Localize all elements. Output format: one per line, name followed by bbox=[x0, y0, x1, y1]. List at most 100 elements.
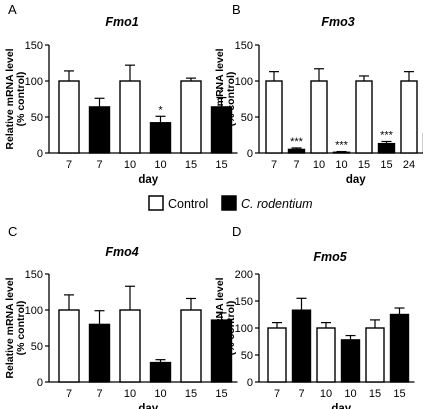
y-axis-label-units: (% control) bbox=[225, 72, 237, 127]
bar-control bbox=[365, 327, 385, 383]
y-tick-label: 100 bbox=[235, 323, 253, 335]
bar-infected bbox=[88, 323, 111, 383]
y-tick-label: 100 bbox=[25, 305, 43, 317]
legend-swatch-infected bbox=[221, 195, 237, 211]
bar-infected bbox=[291, 309, 312, 383]
bar-infected bbox=[88, 106, 111, 154]
x-tick-label: 24 bbox=[403, 159, 415, 171]
legend-label-infected: C. rodentium bbox=[241, 197, 313, 211]
significance-label: *** bbox=[380, 129, 394, 141]
panel-d: D Fmo5 0 50 100 150 200 Relative mRNA level (% c… bbox=[214, 224, 415, 409]
panel-b: B Fmo3 0 50 100 150 Relative mRNA level (% cont… bbox=[214, 2, 423, 186]
panel-letter: A bbox=[8, 2, 17, 17]
legend-swatch-control bbox=[148, 195, 164, 211]
bar-infected bbox=[210, 106, 233, 154]
significance-label: * bbox=[219, 86, 224, 98]
x-tick-label: 10 bbox=[335, 159, 347, 171]
y-tick-label: 50 bbox=[31, 341, 43, 353]
y-tick-label: 0 bbox=[37, 377, 43, 389]
x-tick-label: 7 bbox=[96, 159, 102, 171]
y-tick-label: 50 bbox=[241, 350, 253, 362]
panel-letter: C bbox=[8, 224, 17, 239]
significance-label: * bbox=[158, 104, 163, 116]
y-tick-label: 0 bbox=[37, 148, 43, 160]
x-axis-label: day bbox=[138, 403, 158, 409]
bar-control bbox=[316, 327, 336, 383]
bar-infected bbox=[287, 148, 306, 154]
y-axis-label: Relative mRNA level bbox=[4, 277, 16, 378]
x-tick-label: 10 bbox=[154, 159, 166, 171]
y-tick-label: 200 bbox=[235, 269, 253, 281]
significance-label: *** bbox=[335, 140, 349, 152]
chart-title: Fmo1 bbox=[105, 15, 138, 29]
x-tick-label: 15 bbox=[215, 159, 227, 171]
x-tick-label: 7 bbox=[293, 159, 299, 171]
significance-label: *** bbox=[290, 136, 304, 148]
x-tick-label: 15 bbox=[380, 159, 392, 171]
bar-infected bbox=[340, 339, 361, 383]
x-tick-label: 7 bbox=[66, 388, 72, 400]
x-tick-label: 10 bbox=[124, 388, 136, 400]
bar-control bbox=[400, 80, 418, 154]
bar-control bbox=[119, 80, 141, 154]
x-tick-label: 7 bbox=[271, 159, 277, 171]
x-tick-label: 10 bbox=[124, 159, 136, 171]
bar-control bbox=[355, 80, 373, 154]
y-tick-label: 50 bbox=[241, 112, 253, 124]
y-tick-label: 100 bbox=[235, 76, 253, 88]
x-tick-label: 10 bbox=[320, 388, 332, 400]
bar-infected bbox=[389, 313, 410, 383]
bar-control bbox=[310, 80, 328, 154]
legend: Control C. rodentium bbox=[148, 195, 313, 211]
y-tick-label: 50 bbox=[31, 112, 43, 124]
chart-title: Fmo3 bbox=[321, 15, 354, 29]
x-tick-label: 10 bbox=[344, 388, 356, 400]
y-tick-label: 0 bbox=[247, 377, 253, 389]
chart-title: Fmo5 bbox=[313, 250, 347, 264]
y-tick-label: 150 bbox=[235, 40, 253, 52]
x-tick-label: 15 bbox=[369, 388, 381, 400]
x-axis-label: day bbox=[331, 403, 351, 409]
y-tick-label: 100 bbox=[25, 76, 43, 88]
panel-letter: B bbox=[232, 2, 241, 17]
x-tick-label: 15 bbox=[393, 388, 405, 400]
bar-control bbox=[265, 80, 283, 154]
bar-infected bbox=[332, 151, 351, 154]
x-tick-label: 15 bbox=[185, 159, 197, 171]
bar-infected bbox=[210, 319, 233, 383]
panel-letter: D bbox=[232, 224, 241, 239]
y-tick-label: 150 bbox=[25, 269, 43, 281]
bar-control bbox=[180, 309, 202, 383]
bar-control bbox=[58, 309, 80, 383]
x-tick-label: 15 bbox=[185, 388, 197, 400]
x-tick-label: 15 bbox=[358, 159, 370, 171]
x-tick-label: 7 bbox=[274, 388, 280, 400]
y-axis-label: Relative mRNA level bbox=[214, 277, 226, 378]
legend-label-control: Control bbox=[168, 197, 208, 211]
bar-infected bbox=[377, 142, 396, 154]
y-axis-label-units: (% control) bbox=[15, 301, 27, 356]
bar-control bbox=[58, 80, 80, 154]
bar-control bbox=[119, 309, 141, 383]
y-axis-label-units: (% control) bbox=[15, 72, 27, 127]
y-axis-label: Relative mRNA level bbox=[4, 48, 16, 149]
y-axis-label-units: (% control) bbox=[225, 301, 237, 356]
x-tick-label: 10 bbox=[313, 159, 325, 171]
x-tick-label: 7 bbox=[298, 388, 304, 400]
x-axis-label: day bbox=[346, 174, 366, 186]
y-tick-label: 150 bbox=[235, 296, 253, 308]
bar-control bbox=[180, 80, 202, 154]
y-tick-label: 150 bbox=[25, 40, 43, 52]
x-tick-label: 10 bbox=[154, 388, 166, 400]
x-tick-label: 7 bbox=[66, 159, 72, 171]
bar-infected bbox=[149, 122, 172, 154]
y-axis-label: Relative mRNA level bbox=[214, 48, 226, 149]
x-tick-label: 7 bbox=[96, 388, 102, 400]
x-tick-label: 15 bbox=[215, 388, 227, 400]
x-axis-label: day bbox=[138, 174, 158, 186]
bar-infected bbox=[149, 361, 172, 383]
bar-control bbox=[267, 327, 287, 383]
